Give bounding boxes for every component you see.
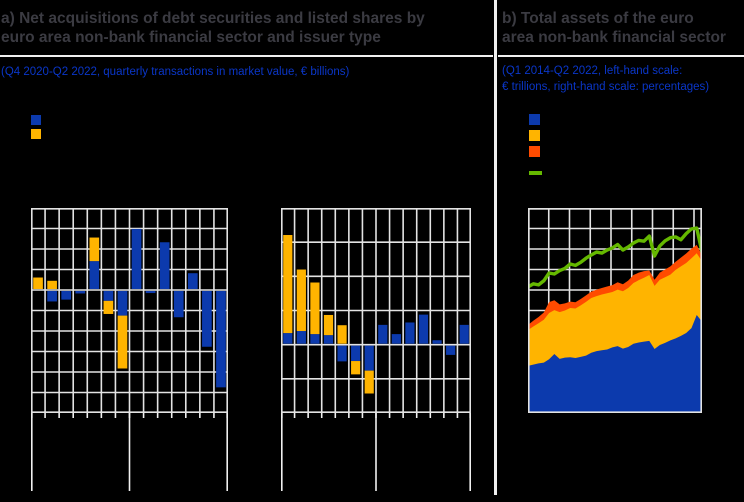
plot-frame xyxy=(528,208,702,413)
bar-segment xyxy=(337,325,347,344)
panel-a-legend xyxy=(31,115,41,143)
bar-segment xyxy=(103,300,114,314)
bar-segment xyxy=(391,334,401,344)
panel-b-title-line1: b) Total assets of the euro xyxy=(502,10,694,27)
legend-swatch-yellow xyxy=(529,130,540,141)
bar-segment xyxy=(47,280,57,289)
gridlines xyxy=(281,208,471,413)
bar-segment xyxy=(202,291,212,347)
panel-b-title-line2: area non-bank financial sector xyxy=(502,29,726,46)
legend-swatch-orange xyxy=(529,146,540,157)
bar-segment xyxy=(310,334,320,344)
bar-segment xyxy=(378,324,388,344)
panel-a-subtitle: (Q4 2020-Q2 2022, quarterly transactions… xyxy=(1,66,350,78)
bar-segment xyxy=(216,291,226,388)
bar-segment xyxy=(283,235,293,334)
bar-segment xyxy=(103,291,114,301)
panel-divider xyxy=(494,0,497,495)
bar-segment xyxy=(351,361,361,375)
bar-segment xyxy=(296,331,306,344)
gridlines xyxy=(31,208,228,413)
bar-segment xyxy=(145,291,156,294)
bar-segment xyxy=(61,291,72,300)
bar-segment xyxy=(351,345,361,362)
bar-segment xyxy=(405,322,415,344)
bar-segment xyxy=(323,335,334,344)
bar-segment xyxy=(364,345,374,371)
bars xyxy=(33,228,226,388)
bar-segment xyxy=(89,237,100,262)
bar-segment xyxy=(446,345,456,355)
panel-b-separator xyxy=(498,55,744,57)
bars xyxy=(283,235,469,394)
chart-a-left-bar-chart xyxy=(31,208,228,491)
bar-segment xyxy=(296,269,306,332)
bar-segment xyxy=(159,242,170,289)
panel-b-legend xyxy=(529,114,542,175)
bar-segment xyxy=(432,340,442,344)
blue-area xyxy=(528,315,702,413)
panel-a-title: a) Net acquisitions of debt securities a… xyxy=(1,9,487,47)
bar-segment xyxy=(187,273,198,289)
axis-ticks xyxy=(281,413,471,491)
panel-b-subtitle-line2: € trillions, right-hand scale: percentag… xyxy=(502,80,710,93)
panel-a-title-line1: a) Net acquisitions of debt securities a… xyxy=(1,10,425,27)
legend-swatch-blue xyxy=(529,114,540,125)
bar-segment xyxy=(337,345,347,362)
bar-segment xyxy=(418,314,429,344)
green-line xyxy=(528,226,702,289)
bar-segment xyxy=(364,370,374,394)
bar-segment xyxy=(89,261,100,289)
chart-b-stacked-area-chart xyxy=(528,208,702,413)
bar-segment xyxy=(33,277,43,289)
panel-a-title-line2: euro area non-bank financial sector and … xyxy=(1,29,381,46)
panel-a-separator xyxy=(0,55,493,57)
legend-swatch-blue xyxy=(31,115,41,125)
legend-swatch-yellow xyxy=(31,129,41,139)
panel-b-title: b) Total assets of the euro area non-ban… xyxy=(502,9,744,47)
bar-segment xyxy=(47,291,57,302)
bar-segment xyxy=(117,291,128,316)
chart-a-right-bar-chart xyxy=(281,208,471,491)
bar-segment xyxy=(459,324,469,344)
bar-segment xyxy=(283,333,293,344)
bar-segment xyxy=(131,228,142,289)
panel-b-subtitle-line1: (Q1 2014-Q2 2022, left-hand scale: xyxy=(502,65,683,77)
bar-segment xyxy=(75,291,86,294)
axis-ticks xyxy=(31,413,228,491)
bar-segment xyxy=(323,314,334,336)
bar-segment xyxy=(310,282,320,335)
bar-segment xyxy=(117,315,128,369)
legend-swatch-green-line xyxy=(529,171,542,175)
bar-segment xyxy=(173,291,184,318)
panel-b-subtitle: (Q1 2014-Q2 2022, left-hand scale: € tri… xyxy=(502,64,744,95)
